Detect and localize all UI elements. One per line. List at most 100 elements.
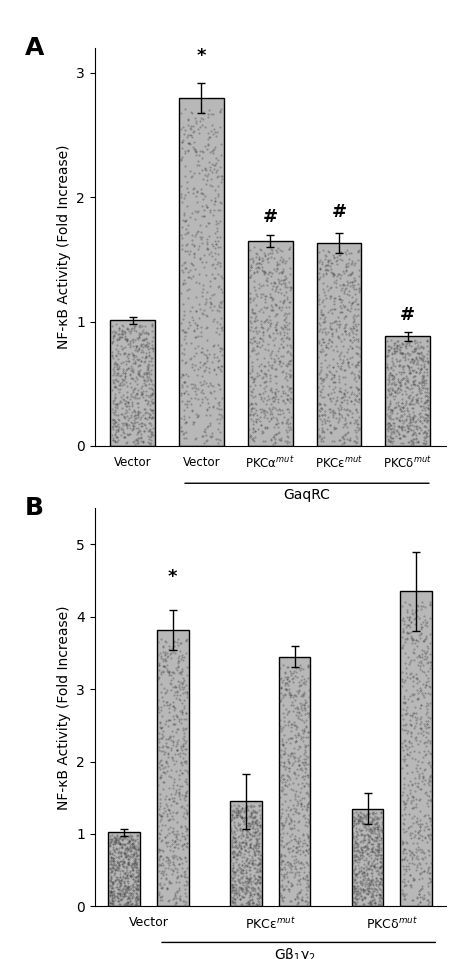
Point bbox=[272, 321, 280, 337]
Point bbox=[412, 364, 420, 380]
Point bbox=[112, 418, 119, 433]
Point bbox=[241, 809, 249, 825]
Point bbox=[193, 367, 201, 383]
Point bbox=[399, 362, 407, 377]
Point bbox=[246, 827, 254, 842]
Point bbox=[277, 758, 284, 773]
Point bbox=[113, 362, 120, 377]
Point bbox=[236, 847, 244, 862]
Point bbox=[255, 260, 262, 275]
Point bbox=[122, 850, 129, 865]
Point bbox=[388, 345, 395, 361]
Point bbox=[279, 339, 287, 354]
Point bbox=[228, 877, 236, 892]
Point bbox=[109, 836, 117, 852]
Point bbox=[191, 246, 198, 261]
Point bbox=[217, 340, 225, 356]
Point bbox=[398, 395, 406, 410]
Point bbox=[375, 848, 383, 863]
Point bbox=[187, 104, 195, 119]
Point bbox=[131, 837, 138, 853]
Point bbox=[283, 391, 291, 407]
Point bbox=[128, 870, 135, 885]
Point bbox=[147, 410, 155, 426]
Point bbox=[179, 702, 186, 717]
Point bbox=[328, 366, 336, 382]
Point bbox=[248, 813, 255, 829]
Point bbox=[255, 879, 262, 895]
Point bbox=[290, 853, 298, 868]
Point bbox=[345, 294, 353, 310]
Point bbox=[282, 255, 289, 270]
Point bbox=[351, 272, 359, 288]
Point bbox=[140, 372, 148, 387]
Point bbox=[230, 874, 237, 889]
Point bbox=[390, 425, 397, 440]
Point bbox=[182, 712, 190, 727]
Point bbox=[336, 383, 344, 398]
Point bbox=[278, 853, 286, 868]
Point bbox=[215, 377, 223, 392]
Point bbox=[328, 335, 336, 350]
Point bbox=[386, 417, 394, 433]
Point bbox=[229, 850, 237, 865]
Point bbox=[119, 372, 127, 387]
Point bbox=[293, 705, 301, 720]
Point bbox=[283, 359, 291, 374]
Point bbox=[280, 321, 287, 337]
Point bbox=[410, 872, 418, 887]
Point bbox=[191, 203, 199, 219]
Point bbox=[285, 883, 292, 899]
Point bbox=[218, 168, 226, 183]
Point bbox=[283, 706, 291, 721]
Point bbox=[130, 404, 137, 419]
Point bbox=[132, 432, 140, 447]
Point bbox=[343, 395, 350, 410]
Point bbox=[333, 248, 341, 264]
Point bbox=[107, 834, 114, 850]
Point bbox=[149, 329, 156, 344]
Point bbox=[163, 763, 171, 779]
Point bbox=[116, 849, 123, 864]
Point bbox=[255, 255, 263, 270]
Point bbox=[420, 424, 428, 439]
Point bbox=[132, 846, 139, 861]
Point bbox=[251, 825, 259, 840]
Point bbox=[410, 389, 417, 405]
Point bbox=[186, 351, 194, 366]
Point bbox=[301, 701, 309, 716]
Point bbox=[284, 854, 292, 870]
Point bbox=[125, 841, 132, 856]
Point bbox=[164, 694, 171, 710]
Point bbox=[295, 855, 303, 871]
Point bbox=[206, 407, 213, 422]
Point bbox=[233, 848, 240, 863]
Point bbox=[245, 863, 253, 878]
Point bbox=[149, 405, 157, 420]
Point bbox=[397, 382, 405, 397]
Point bbox=[279, 363, 287, 379]
Point bbox=[316, 411, 323, 427]
Point bbox=[110, 855, 118, 871]
Point bbox=[246, 837, 254, 853]
Point bbox=[419, 375, 426, 390]
Point bbox=[422, 628, 429, 643]
Point bbox=[129, 364, 137, 380]
Point bbox=[365, 871, 372, 886]
Point bbox=[243, 815, 250, 830]
Point bbox=[348, 340, 356, 356]
Point bbox=[401, 850, 409, 865]
Bar bbox=[385, 337, 430, 446]
Point bbox=[109, 839, 117, 854]
Point bbox=[180, 374, 187, 389]
Point bbox=[279, 299, 286, 315]
Point bbox=[373, 820, 381, 835]
Point bbox=[396, 339, 403, 355]
Point bbox=[118, 374, 126, 389]
Point bbox=[283, 285, 290, 300]
Point bbox=[281, 324, 288, 339]
Point bbox=[268, 407, 276, 422]
Point bbox=[350, 839, 357, 854]
Point bbox=[249, 825, 256, 840]
Point bbox=[280, 771, 288, 786]
